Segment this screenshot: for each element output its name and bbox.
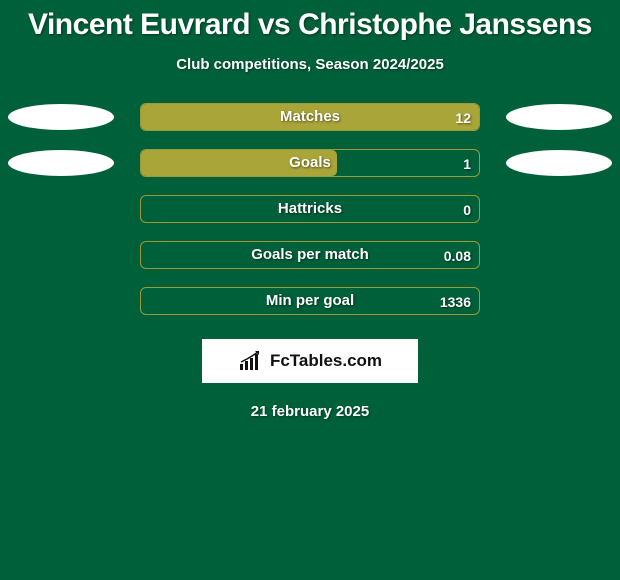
stat-row: 1336Min per goal (0, 287, 620, 315)
stat-bar-fill (141, 150, 337, 176)
stat-row: 12Matches (0, 103, 620, 131)
stat-bar-track: 0 (140, 195, 480, 223)
logo: FcTables.com (238, 350, 382, 372)
player-right-marker (506, 104, 612, 130)
stat-value: 1336 (440, 288, 471, 315)
stats-list: 12Matches 1Goals 0Hattricks 0.08Goals per m… (0, 103, 620, 315)
logo-box: FcTables.com (202, 339, 418, 383)
date-text: 21 february 2025 (0, 403, 620, 420)
comparison-infographic: Vincent Euvrard vs Christophe Janssens C… (0, 0, 620, 420)
player-left-marker (8, 104, 114, 130)
stat-bar-track: 12 (140, 103, 480, 131)
stat-bar-track: 1 (140, 149, 480, 177)
bar-growth-icon (238, 350, 266, 372)
stat-value: 1 (463, 150, 471, 177)
logo-text: FcTables.com (270, 351, 382, 371)
subtitle: Club competitions, Season 2024/2025 (0, 56, 620, 73)
stat-row: 0Hattricks (0, 195, 620, 223)
page-title: Vincent Euvrard vs Christophe Janssens (0, 8, 620, 42)
stat-value: 12 (455, 104, 471, 131)
stat-bar-track: 0.08 (140, 241, 480, 269)
stat-value: 0.08 (444, 242, 471, 269)
player-right-marker (506, 150, 612, 176)
stat-bar-fill (141, 104, 479, 130)
stat-row: 0.08Goals per match (0, 241, 620, 269)
player-left-marker (8, 150, 114, 176)
stat-bar-track: 1336 (140, 287, 480, 315)
stat-value: 0 (463, 196, 471, 223)
stat-row: 1Goals (0, 149, 620, 177)
